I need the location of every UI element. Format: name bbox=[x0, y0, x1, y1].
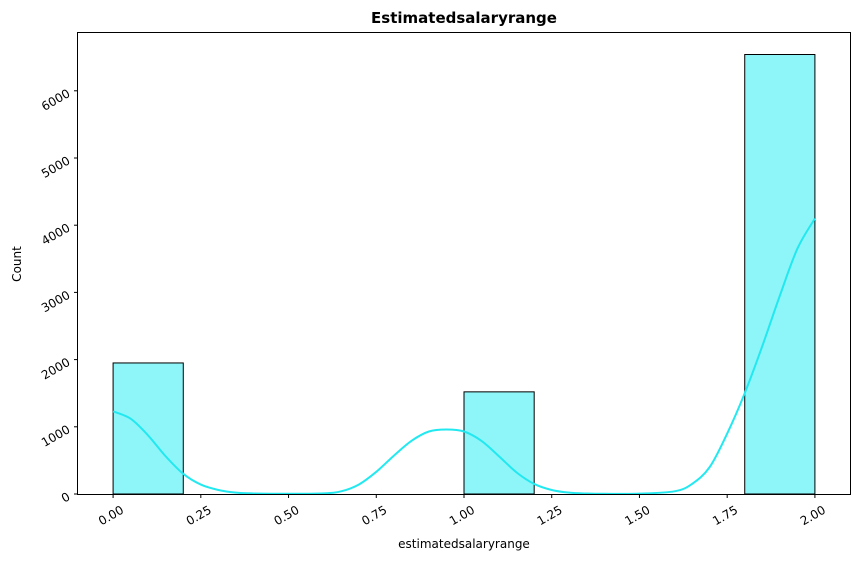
x-tick-label: 0.00 bbox=[96, 503, 126, 528]
histogram-bar bbox=[112, 362, 184, 495]
y-tick-label: 1000 bbox=[39, 422, 72, 449]
y-tick-label: 2000 bbox=[39, 355, 72, 382]
y-tick-label: 0 bbox=[59, 489, 73, 505]
x-axis: 0.00 0.25 0.50 0.75 1.00 1.25 1.50 1.75 2.00 bbox=[96, 494, 828, 528]
x-tick-label: 1.25 bbox=[535, 503, 565, 528]
y-tick-label: 4000 bbox=[39, 221, 72, 248]
x-tick-label: 0.75 bbox=[359, 503, 389, 528]
y-tick-label: 6000 bbox=[39, 86, 72, 113]
x-axis-label: estimatedsalaryrange bbox=[398, 537, 530, 551]
x-tick-label: 2.00 bbox=[798, 503, 828, 528]
y-axis-label: Count bbox=[10, 246, 24, 282]
x-tick-label: 1.50 bbox=[622, 503, 652, 528]
histogram-bar bbox=[744, 54, 816, 495]
kde-curve bbox=[112, 217, 816, 495]
x-tick-label: 0.50 bbox=[271, 503, 301, 528]
x-tick-label: 1.00 bbox=[447, 503, 477, 528]
chart-title: Estimatedsalaryrange bbox=[371, 9, 557, 27]
x-tick-label: 1.75 bbox=[710, 503, 740, 528]
y-tick-label: 3000 bbox=[39, 288, 72, 315]
y-tick-label: 5000 bbox=[39, 153, 72, 180]
x-tick-label: 0.25 bbox=[184, 503, 214, 528]
y-axis: 0 1000 2000 3000 4000 5000 6000 bbox=[39, 86, 78, 505]
bars-group bbox=[112, 54, 816, 495]
